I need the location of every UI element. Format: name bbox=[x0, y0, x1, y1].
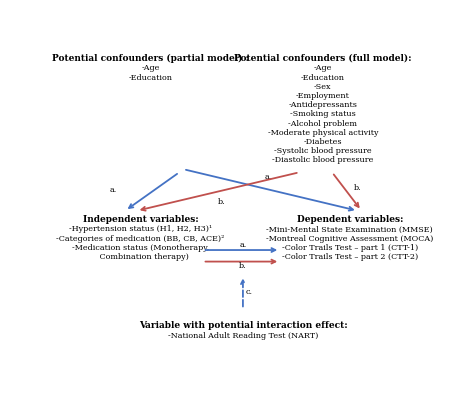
Text: a.: a. bbox=[265, 173, 272, 181]
Text: c.: c. bbox=[246, 288, 253, 296]
Text: -Mini-Mental State Examination (MMSE)
-Montreal Cognitive Assessment (MOCA)
-Col: -Mini-Mental State Examination (MMSE) -M… bbox=[266, 225, 434, 261]
Text: b.: b. bbox=[354, 185, 362, 192]
Text: Independent variables:: Independent variables: bbox=[83, 215, 199, 225]
Text: -Age
-Education: -Age -Education bbox=[129, 65, 173, 82]
Text: b.: b. bbox=[218, 198, 226, 206]
Text: -Age
-Education
-Sex
-Employment
-Antidepressants
-Smoking status
-Alcohol probl: -Age -Education -Sex -Employment -Antide… bbox=[267, 65, 378, 164]
Text: -Hypertension status (H1, H2, H3)¹
-Categories of medication (BB, CB, ACE)²
-Med: -Hypertension status (H1, H2, H3)¹ -Cate… bbox=[56, 225, 225, 261]
Text: -National Adult Reading Test (NART): -National Adult Reading Test (NART) bbox=[168, 332, 318, 341]
Text: Dependent variables:: Dependent variables: bbox=[297, 215, 403, 225]
Text: a.: a. bbox=[239, 242, 246, 249]
Text: Variable with potential interaction effect:: Variable with potential interaction effe… bbox=[138, 321, 347, 330]
Text: Potential confounders (partial model) :: Potential confounders (partial model) : bbox=[52, 54, 249, 63]
Text: Potential confounders (full model):: Potential confounders (full model): bbox=[234, 54, 411, 63]
Text: b.: b. bbox=[239, 262, 247, 270]
Text: a.: a. bbox=[110, 186, 117, 194]
